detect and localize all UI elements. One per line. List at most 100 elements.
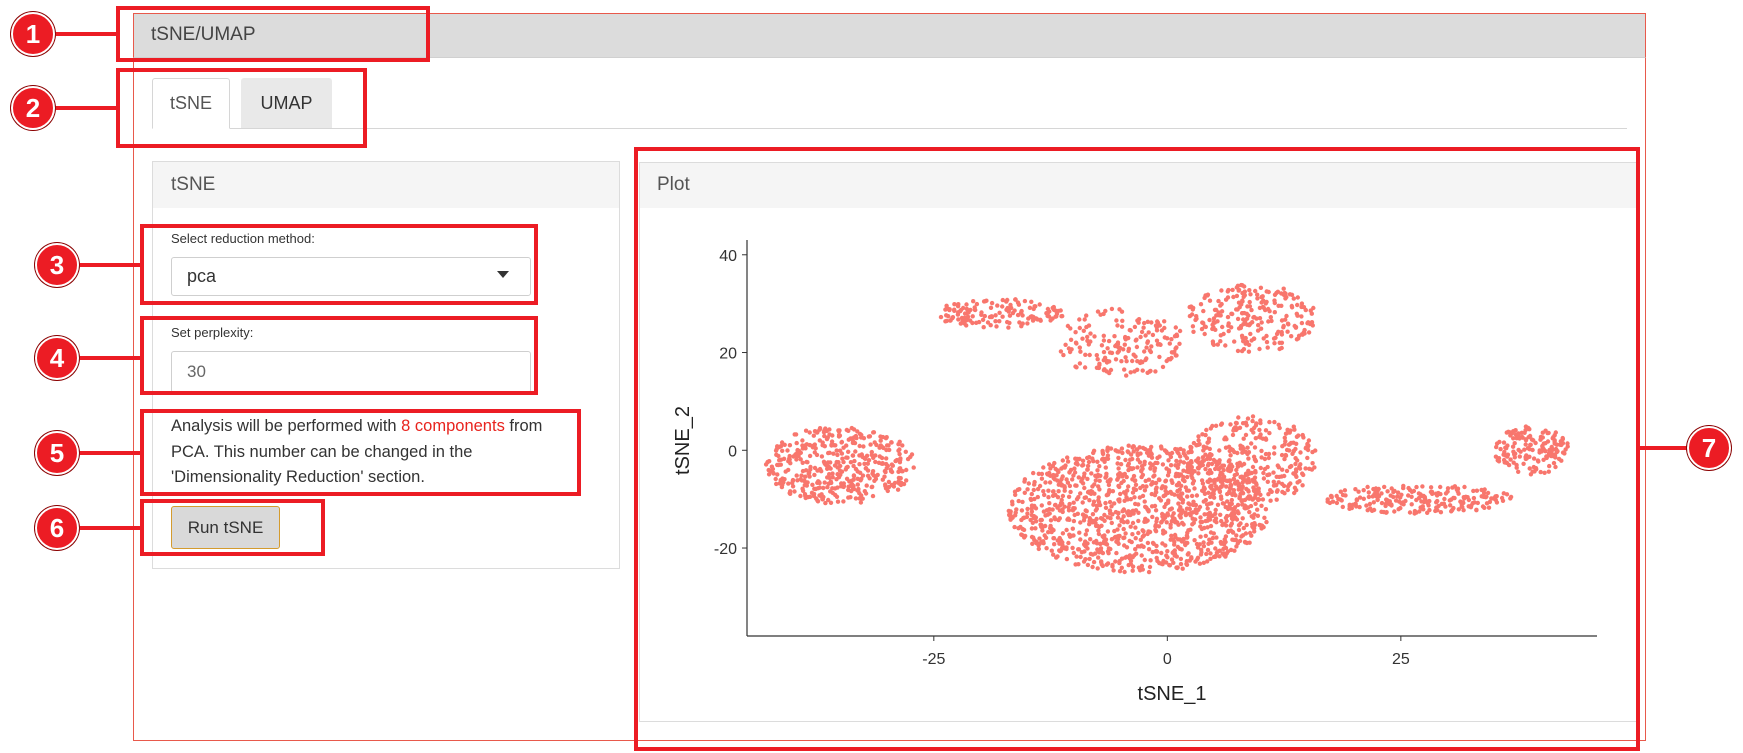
scatter-point — [1117, 569, 1123, 574]
scatter-point — [1110, 489, 1116, 494]
scatter-point — [1092, 334, 1097, 339]
tab-umap[interactable]: UMAP — [241, 78, 332, 128]
scatter-point — [1240, 480, 1245, 485]
scatter-point — [1219, 309, 1225, 314]
scatter-point — [1107, 370, 1112, 376]
scatter-point — [1046, 488, 1051, 493]
scatter-point — [793, 432, 799, 437]
scatter-point — [1141, 325, 1146, 330]
help-prefix: Analysis will be performed with — [171, 417, 402, 435]
scatter-point — [1017, 320, 1022, 325]
scatter-point — [871, 430, 877, 435]
scatter-point — [1085, 463, 1091, 469]
scatter-point — [822, 444, 827, 449]
scatter-point — [1221, 467, 1226, 473]
scatter-point — [1123, 355, 1128, 360]
scatter-point — [1201, 544, 1207, 549]
scatter-point — [1299, 314, 1304, 319]
run-tsne-button[interactable]: Run tSNE — [171, 506, 280, 549]
scatter-point — [993, 319, 998, 324]
scatter-point — [1219, 301, 1224, 307]
scatter-point — [853, 433, 859, 439]
scatter-point — [961, 317, 966, 322]
scatter-point — [1284, 313, 1289, 319]
scatter-point — [884, 443, 890, 448]
scatter-point — [850, 440, 856, 446]
scatter-point — [849, 478, 854, 484]
scatter-point — [871, 473, 876, 478]
scatter-point — [1267, 309, 1272, 314]
scatter-point — [1215, 342, 1220, 347]
scatter-point — [814, 452, 820, 458]
scatter-point — [1063, 342, 1068, 347]
scatter-point — [807, 453, 813, 459]
scatter-point — [1251, 315, 1256, 320]
scatter-point — [1031, 306, 1036, 312]
scatter-point — [904, 467, 909, 473]
scatter-point — [964, 306, 969, 312]
reduction-method-select[interactable]: pca — [171, 257, 531, 296]
scatter-point — [1231, 294, 1236, 300]
scatter-point — [894, 457, 900, 463]
scatter-point — [1238, 325, 1243, 331]
scatter-point — [1013, 297, 1018, 302]
scatter-point — [836, 428, 841, 433]
scatter-point — [943, 319, 948, 324]
scatter-point — [830, 471, 835, 476]
scatter-point — [807, 474, 812, 479]
scatter-point — [1219, 288, 1224, 293]
scatter-point — [786, 481, 791, 486]
scatter-point — [1106, 338, 1112, 344]
scatter-point — [1279, 345, 1284, 351]
scatter-point — [1000, 304, 1005, 309]
scatter-point — [1201, 308, 1206, 314]
annotation-badge-2: 2 — [11, 86, 55, 130]
scatter-point — [1054, 473, 1059, 478]
scatter-point — [817, 480, 822, 485]
scatter-point — [1225, 295, 1231, 300]
scatter-point — [869, 484, 874, 490]
scatter-point — [865, 473, 871, 478]
scatter-point — [1066, 346, 1072, 351]
scatter-point — [828, 489, 833, 494]
scatter-point — [896, 481, 902, 486]
annotation-badge-3: 3 — [35, 243, 79, 287]
scatter-point — [1025, 487, 1030, 492]
scatter-point — [1190, 324, 1196, 329]
scatter-point — [1135, 318, 1140, 323]
scatter-point — [1012, 524, 1017, 530]
scatter-point — [1096, 365, 1102, 371]
scatter-point — [1133, 338, 1138, 343]
tab-tsne[interactable]: tSNE — [152, 78, 230, 129]
scatter-point — [1007, 306, 1012, 312]
scatter-point — [1149, 320, 1154, 325]
scatter-point — [1286, 322, 1291, 327]
scatter-point — [1086, 323, 1092, 328]
scatter-point — [1244, 339, 1250, 345]
scatter-point — [1097, 361, 1102, 366]
annotation-box-7 — [634, 147, 1640, 751]
scatter-point — [1309, 311, 1314, 316]
scatter-points — [763, 282, 1570, 575]
scatter-point — [846, 487, 851, 493]
scatter-point — [844, 476, 850, 481]
reduction-method-label: Select reduction method: — [171, 231, 315, 246]
scatter-point — [1077, 361, 1083, 366]
scatter-point — [997, 319, 1002, 324]
scatter-point — [782, 442, 787, 447]
scatter-point — [997, 310, 1002, 315]
scatter-point — [862, 489, 867, 494]
chevron-down-icon[interactable] — [497, 271, 509, 278]
scatter-point — [1220, 324, 1225, 330]
scatter-point — [1139, 329, 1145, 335]
scatter-point — [790, 484, 796, 489]
scatter-point — [828, 500, 834, 505]
annotation-connector-1 — [56, 32, 118, 36]
scatter-point — [848, 460, 854, 465]
scatter-point — [947, 307, 952, 312]
scatter-point — [989, 314, 994, 320]
scatter-point — [1199, 326, 1205, 332]
scatter-point — [853, 449, 858, 454]
scatter-point — [1301, 330, 1306, 335]
scatter-point — [1291, 296, 1296, 301]
